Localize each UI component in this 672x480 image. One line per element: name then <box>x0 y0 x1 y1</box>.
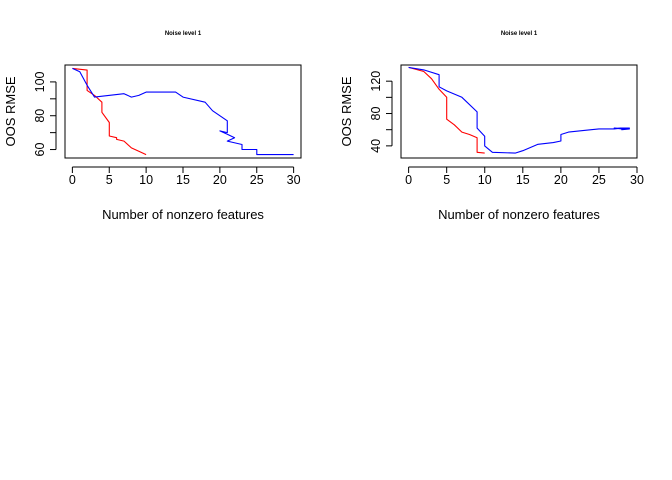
x-tick-label: 30 <box>287 173 301 187</box>
plot-frame <box>400 64 638 159</box>
x-tick-label: 15 <box>176 173 190 187</box>
x-tick-label: 5 <box>106 173 113 187</box>
series-line-1 <box>72 67 147 156</box>
y-axis: 60 80 100 <box>33 71 57 157</box>
x-tick-label: 0 <box>69 173 76 187</box>
x-tick-label: 10 <box>478 173 492 187</box>
chart-title: Noise level 1 <box>165 31 202 37</box>
x-axis: 0 5 10 15 20 25 30 <box>69 166 301 187</box>
x-tick-label: 10 <box>139 173 153 187</box>
x-tick-label: 25 <box>250 173 264 187</box>
x-axis-label: Number of nonzero features <box>102 207 264 222</box>
series-line-2 <box>72 67 294 156</box>
chart-panel-2: Noise level 1 0 5 10 15 20 25 30 40 80 120 Number o… <box>339 31 644 222</box>
y-tick-label: 60 <box>33 143 47 157</box>
y-axis: 40 80 120 <box>369 71 393 153</box>
chart-panel-1: Noise level 1 0 5 10 15 20 25 30 60 80 100 Number o… <box>3 31 302 222</box>
plot-frame <box>64 64 302 159</box>
y-axis-label: OOS RMSE <box>339 76 354 146</box>
y-tick-label: 120 <box>369 71 383 92</box>
y-tick-label: 100 <box>33 71 47 92</box>
chart-title: Noise level 1 <box>501 31 538 37</box>
y-tick-label: 40 <box>369 139 383 153</box>
x-tick-label: 20 <box>213 173 227 187</box>
x-tick-label: 0 <box>405 173 412 187</box>
series-line-2 <box>408 66 630 154</box>
y-tick-label: 80 <box>369 107 383 121</box>
x-axis-label: Number of nonzero features <box>438 207 600 222</box>
x-tick-label: 20 <box>554 173 568 187</box>
x-tick-label: 25 <box>592 173 606 187</box>
series-line-1 <box>408 66 485 154</box>
x-tick-label: 5 <box>443 173 450 187</box>
x-tick-label: 30 <box>630 173 644 187</box>
y-axis-label: OOS RMSE <box>3 76 18 146</box>
y-tick-label: 80 <box>33 109 47 123</box>
x-tick-label: 15 <box>516 173 530 187</box>
x-axis: 0 5 10 15 20 25 30 <box>405 166 644 187</box>
